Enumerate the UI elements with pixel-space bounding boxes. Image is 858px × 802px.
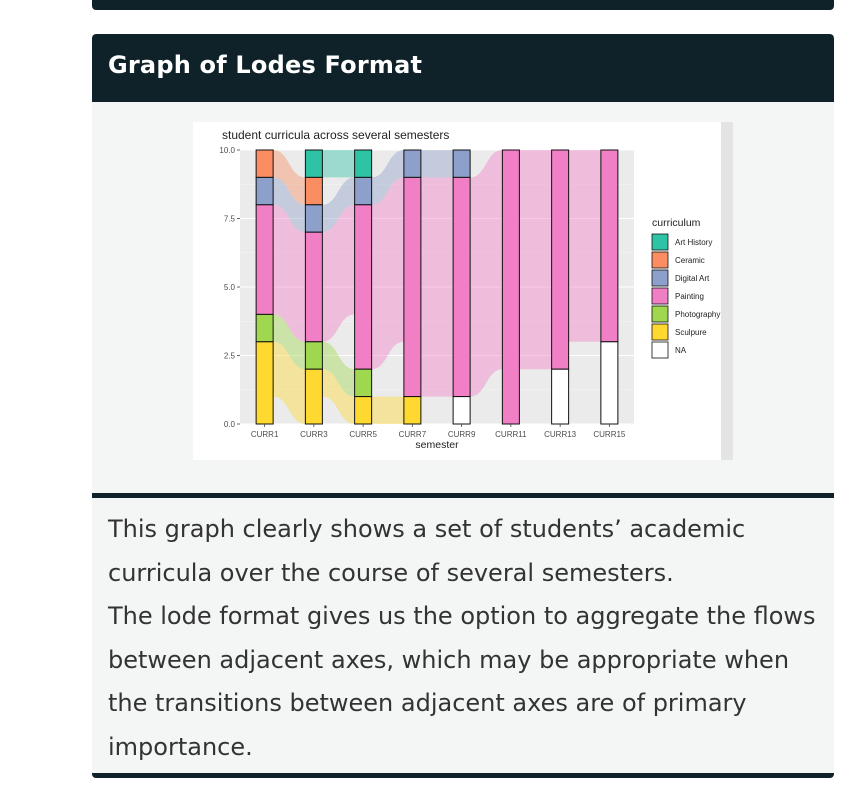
stratum-curr1-ceramic — [255, 149, 274, 178]
chart-title: student curricula across several semeste… — [222, 128, 449, 142]
stratum-curr3-ceramic — [304, 176, 323, 206]
stratum-curr3-art-history — [304, 149, 323, 178]
stratum-curr5-sculpure — [354, 396, 373, 425]
description-paragraph-2: The lode format gives us the option to a… — [108, 602, 816, 761]
flow-ceramic — [273, 150, 306, 205]
stratum-curr11-painting — [501, 149, 520, 425]
legend-label-photography: Photography — [675, 310, 720, 319]
x-tick-label: CURR15 — [593, 430, 626, 439]
x-tick-label: CURR3 — [300, 430, 328, 439]
stratum-curr15-painting — [600, 149, 619, 343]
stratum-curr3-painting — [304, 231, 323, 343]
x-tick-label: CURR1 — [251, 430, 279, 439]
flow-painting — [322, 204, 355, 342]
stratum-curr1-digital-art — [255, 176, 274, 206]
stratum-curr5-photography — [354, 368, 373, 398]
stratum-curr3-photography — [304, 341, 323, 370]
x-tick-label: CURR9 — [448, 430, 476, 439]
stratum-curr7-sculpure — [403, 396, 422, 425]
flow-art-history — [322, 150, 355, 178]
flow-sculpure — [371, 396, 404, 424]
y-tick-label: 10.0 — [219, 146, 235, 155]
x-axis-label: semester — [415, 439, 459, 451]
bottom-rule — [92, 773, 834, 778]
stratum-curr13-painting — [551, 149, 570, 370]
legend-swatch-painting — [651, 287, 669, 305]
x-tick-label: CURR11 — [495, 430, 527, 439]
flow-digital-art — [322, 177, 355, 233]
stratum-curr3-digital-art — [304, 204, 323, 233]
legend-swatch-sculpure — [651, 323, 669, 341]
legend-label-digital-art: Digital Art — [675, 274, 710, 283]
flow-photography — [322, 341, 355, 397]
stratum-curr5-painting — [354, 204, 373, 370]
alluvial-chart-figure: student curricula across several semeste… — [193, 122, 733, 460]
legend-swatch-ceramic — [651, 251, 669, 269]
stratum-curr3-sculpure — [304, 368, 323, 425]
y-tick-label: 2.5 — [224, 352, 236, 361]
flow-painting — [519, 150, 552, 370]
stratum-curr1-sculpure — [255, 341, 274, 425]
stratum-curr9-digital-art — [452, 149, 471, 178]
legend-label-na: NA — [675, 346, 687, 355]
legend-swatch-digital-art — [651, 269, 669, 287]
alluvial-chart: student curricula across several semeste… — [219, 122, 733, 460]
legend-swatch-photography — [651, 305, 669, 323]
graph-card: Graph of Lodes Format student curricula … — [92, 34, 834, 778]
stratum-curr13-na — [551, 368, 570, 425]
x-tick-label: CURR7 — [399, 430, 427, 439]
stratum-curr7-painting — [403, 176, 422, 398]
description-paragraph-1: This graph clearly shows a set of studen… — [108, 515, 746, 587]
legend-label-painting: Painting — [675, 292, 704, 301]
card-title: Graph of Lodes Format — [108, 51, 423, 79]
stratum-curr1-photography — [255, 313, 274, 343]
legend-label-ceramic: Ceramic — [675, 256, 705, 265]
legend-swatch-na — [651, 341, 669, 359]
flow-sculpure — [273, 341, 306, 424]
flow-painting — [470, 150, 503, 397]
flow-digital-art — [273, 177, 306, 233]
y-tick-label: 7.5 — [224, 215, 236, 224]
figure-edge-shade — [721, 122, 733, 460]
y-tick-label: 5.0 — [224, 283, 236, 292]
legend-title: curriculum — [652, 217, 701, 229]
card-description: This graph clearly shows a set of studen… — [108, 508, 818, 769]
top-rule — [92, 0, 834, 10]
x-tick-label: CURR13 — [544, 430, 577, 439]
x-tick-label: CURR5 — [349, 430, 377, 439]
stratum-curr15-na — [600, 341, 619, 425]
legend-label-sculpure: Sculpure — [675, 328, 707, 337]
flow-sculpure — [322, 369, 355, 424]
legend-label-art-history: Art History — [675, 238, 712, 247]
flow-painting — [371, 177, 404, 370]
flow-digital-art — [371, 150, 404, 205]
stratum-curr5-digital-art — [354, 176, 373, 206]
stratum-curr5-art-history — [354, 149, 373, 178]
flow-digital-art — [420, 150, 454, 178]
stratum-curr7-digital-art — [403, 149, 422, 178]
stratum-curr9-painting — [452, 176, 471, 398]
flow-painting — [273, 204, 306, 342]
legend-swatch-art-history — [651, 233, 669, 251]
stratum-curr9-na — [452, 396, 471, 425]
flow-painting — [568, 150, 601, 342]
y-tick-label: 0.0 — [224, 420, 236, 429]
flow-photography — [273, 314, 306, 370]
stratum-curr1-painting — [255, 204, 274, 315]
flow-painting — [420, 177, 454, 397]
card-divider — [92, 493, 834, 498]
card-header: Graph of Lodes Format — [92, 34, 834, 102]
